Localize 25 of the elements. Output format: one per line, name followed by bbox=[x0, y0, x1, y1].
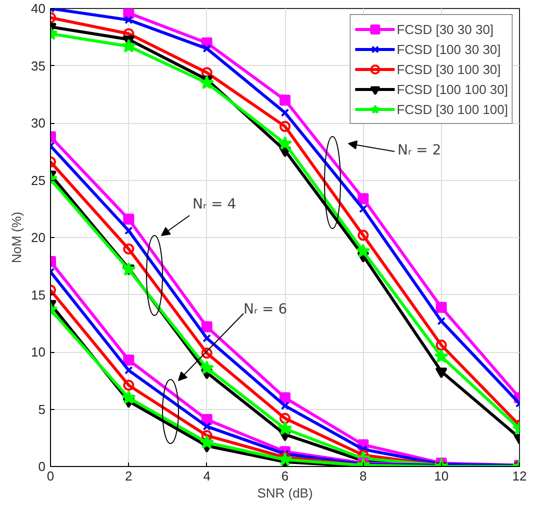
annotation: Nᵣ = 2 bbox=[398, 142, 442, 158]
y-axis-title: NoM (%) bbox=[9, 212, 24, 264]
annotation: Nᵣ = 6 bbox=[244, 302, 288, 318]
legend-label: FCSD [100 100 30] bbox=[396, 82, 508, 96]
annotation: Nᵣ = 4 bbox=[192, 196, 236, 212]
x-tick-label: 6 bbox=[281, 468, 289, 484]
y-tick-label: 0 bbox=[38, 459, 46, 474]
y-tick-label: 30 bbox=[31, 116, 46, 130]
legend-label: FCSD [30 30 30] bbox=[396, 22, 494, 36]
y-tick-label: 10 bbox=[31, 344, 46, 360]
y-tick-label: 25 bbox=[31, 172, 46, 188]
y-tick-label: 40 bbox=[31, 1, 46, 16]
legend-label: FCSD [30 100 100] bbox=[396, 102, 508, 116]
x-tick-label: 12 bbox=[512, 468, 527, 484]
y-tick-label: 5 bbox=[38, 402, 46, 417]
x-tick-label: 4 bbox=[203, 468, 210, 484]
x-tick-label: 8 bbox=[360, 468, 367, 484]
y-tick-label: 15 bbox=[31, 287, 46, 302]
legend-label: FCSD [30 100 30] bbox=[396, 62, 501, 76]
y-tick-label: 35 bbox=[31, 58, 46, 74]
y-tick-label: 20 bbox=[31, 230, 46, 245]
x-tick-label: 2 bbox=[125, 468, 132, 484]
x-axis-title: SNR (dB) bbox=[257, 486, 313, 500]
x-tick-label: 10 bbox=[434, 468, 449, 484]
legend-label: FCSD [100 30 30] bbox=[396, 42, 501, 56]
